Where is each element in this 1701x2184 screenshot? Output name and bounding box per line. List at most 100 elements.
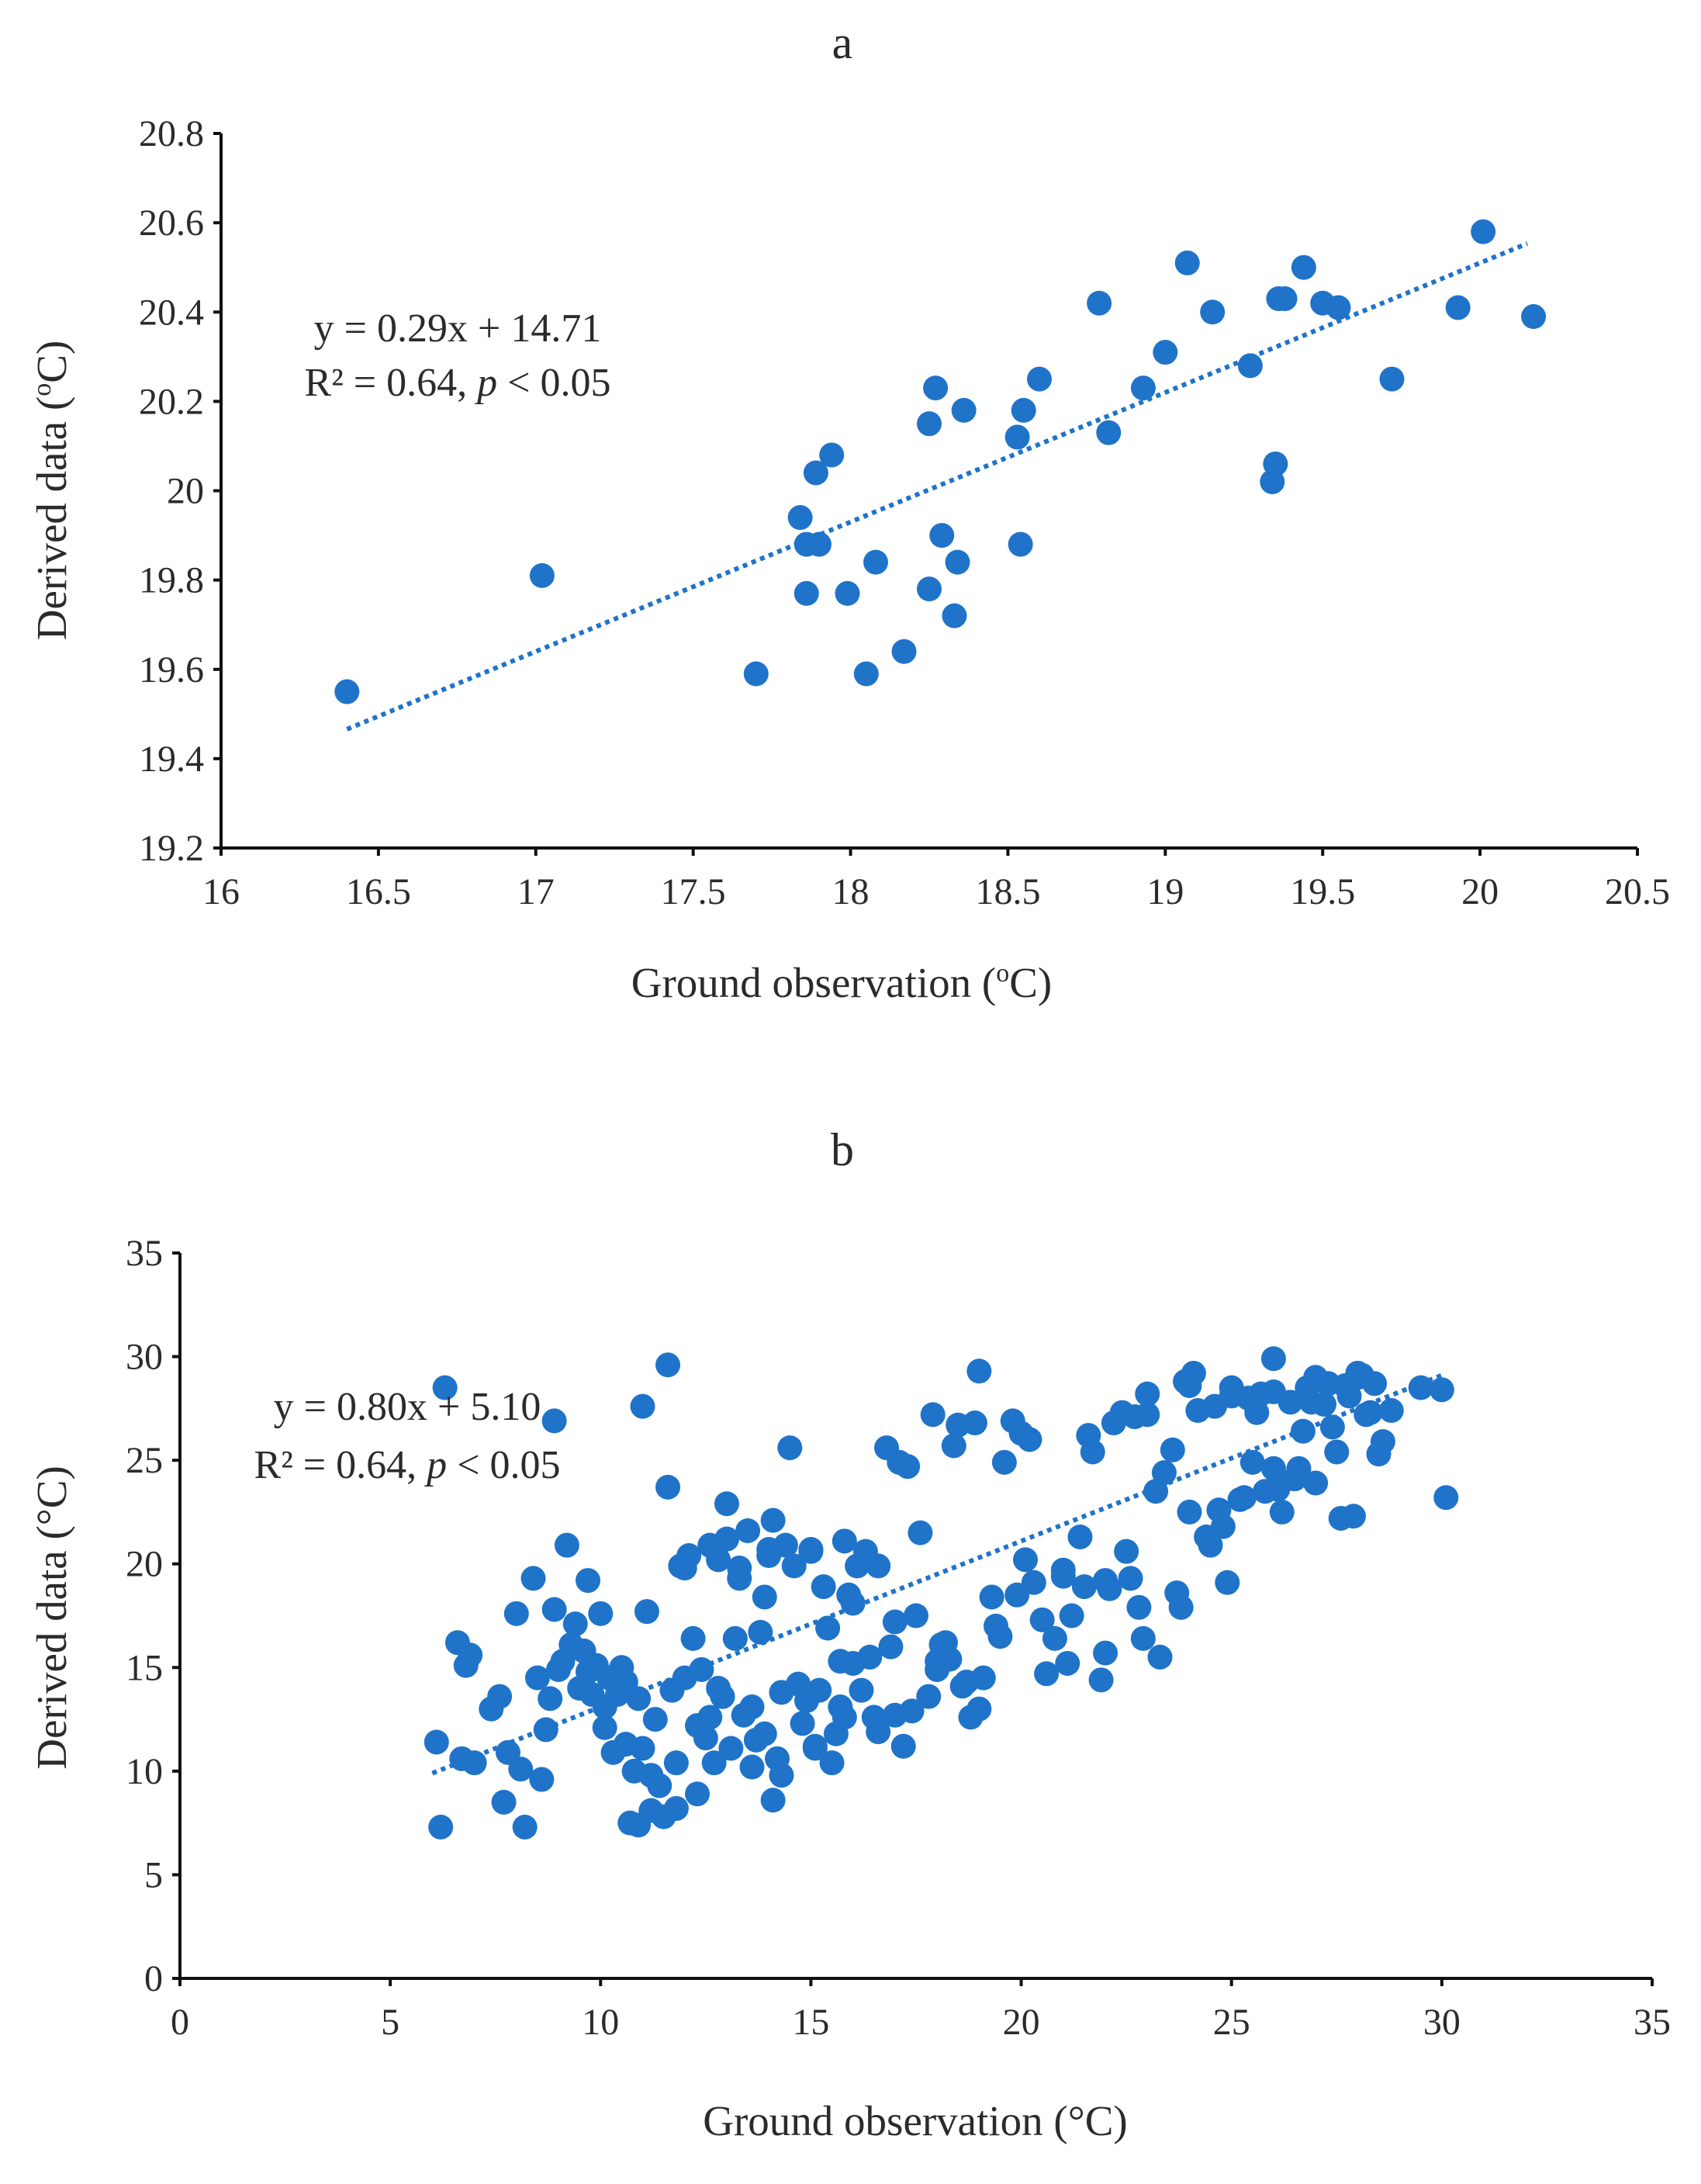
chart-a-point [1008,531,1033,557]
chart-a-point [529,562,555,588]
chart-b-point [592,1715,617,1740]
chart-b-point [1303,1470,1329,1496]
chart-a-y-tick-label: 19.2 [139,828,204,869]
chart-b-point [642,1707,668,1732]
chart-b-point [840,1590,866,1616]
chart-a-y-title-post: C) [28,341,75,383]
chart-b-point [1071,1574,1097,1600]
chart-b-point [752,1584,777,1610]
chart-b-point [882,1609,908,1635]
chart-a-x-tick-label: 19 [1146,871,1184,912]
chart-a-point [787,505,813,531]
chart-b-point [760,1507,786,1533]
chart-b-point [748,1619,773,1645]
chart-b-y-tick-label: 15 [126,1647,163,1688]
chart-a-y-tick-label: 20.2 [139,381,204,422]
chart-b-point [1260,1346,1286,1372]
chart-a-x-title-sup: o [996,959,1009,988]
chart-a-point [853,661,879,687]
chart-b-point [680,1625,706,1651]
chart-a-r2: R² = 0.64, p < 0.05 [305,361,611,405]
chart-a-p-text: < 0.05 [497,361,610,405]
chart-a-point [1004,424,1030,450]
chart-b-point [663,1795,689,1821]
chart-a-point [1087,290,1112,316]
chart-b-point [1408,1375,1433,1400]
chart-b-point [508,1757,534,1782]
chart-b-point [949,1673,975,1699]
chart-b-point [529,1767,555,1792]
chart-b-x-tick-label: 5 [381,2002,399,2043]
chart-b-point [630,1736,655,1761]
chart-b-point [638,1763,664,1788]
chart-b-point [1219,1375,1244,1400]
chart-b-y-title-post: °C) [28,1466,75,1525]
chart-b-point [491,1789,517,1815]
chart-b-point [512,1814,538,1840]
chart-a-equation: y = 0.29x + 14.71 [314,306,602,351]
chart-a-x-tick-label: 17 [517,871,555,912]
chart-a-point [1379,366,1405,392]
chart-b-point [533,1717,558,1743]
chart-a-point [1200,299,1226,325]
chart-b-point [541,1597,567,1622]
chart-b-point [941,1433,966,1459]
chart-b-point [1042,1625,1067,1651]
chart-a-point [1130,376,1156,401]
chart-b-point [739,1754,765,1780]
chart-b-point [1260,1455,1286,1481]
chart-b-point [458,1642,483,1668]
chart-b-point [432,1375,458,1400]
chart-a-y-tick-label: 20.4 [139,292,204,333]
chart-b-point [1130,1625,1156,1651]
chart-a-point [819,442,845,468]
chart-b-point [857,1644,883,1670]
chart-a-point [1237,353,1263,379]
chart-b-point [878,1634,904,1660]
chart-b-point [576,1568,601,1594]
chart-b-point [1429,1377,1454,1403]
chart-b-point [424,1729,449,1755]
chart-b-point [634,1599,659,1625]
chart-a-y-title: Derived data (oC) [28,341,75,641]
chart-b-point [1366,1442,1392,1467]
chart-b-point [966,1359,992,1384]
chart-b-point [1008,1421,1034,1446]
chart-b-point [1076,1423,1101,1449]
chart-b-point [1215,1570,1240,1595]
chart-a-point [803,460,828,486]
chart-b-point [672,1556,697,1581]
chart-b-y-tick-label: 0 [144,1958,163,1999]
chart-b-point [916,1684,942,1709]
chart-a-point [1272,286,1298,311]
chart-b-r2-text: R² = 0.64, [254,1443,427,1487]
chart-b-point [984,1613,1009,1639]
chart-b-point [503,1601,529,1626]
chart-b-x-ticks: 0 5 10 15 20 25 30 35 [171,1978,1671,2043]
chart-a-point [929,523,955,549]
chart-b-point [718,1736,744,1761]
chart-a-point [1471,219,1496,244]
chart-b-point [769,1763,794,1788]
chart-b-point [462,1750,487,1776]
chart-a-x-tick-label: 16 [202,871,240,912]
chart-b-point [1126,1594,1152,1620]
chart-b-point [866,1719,891,1745]
chart-a-trendline [346,241,1529,732]
chart-b-point [663,1750,689,1776]
chart-b-p-text: < 0.05 [447,1443,560,1487]
chart-b-point [1151,1460,1177,1486]
chart-b-point [1340,1504,1366,1529]
chart-b-point [706,1547,731,1573]
chart-b-point [831,1705,857,1730]
chart-b-point [685,1781,710,1807]
chart-b-point [588,1601,614,1626]
chart-b-point [562,1611,588,1637]
chart-b-point [1034,1661,1060,1687]
chart-a-point [1096,420,1122,445]
chart-a-point [917,411,942,437]
chart-b-point [790,1711,815,1736]
chart-a-y-tick-label: 19.4 [139,739,204,780]
chart-b-point [966,1696,992,1722]
chart-b-point [1269,1499,1295,1525]
